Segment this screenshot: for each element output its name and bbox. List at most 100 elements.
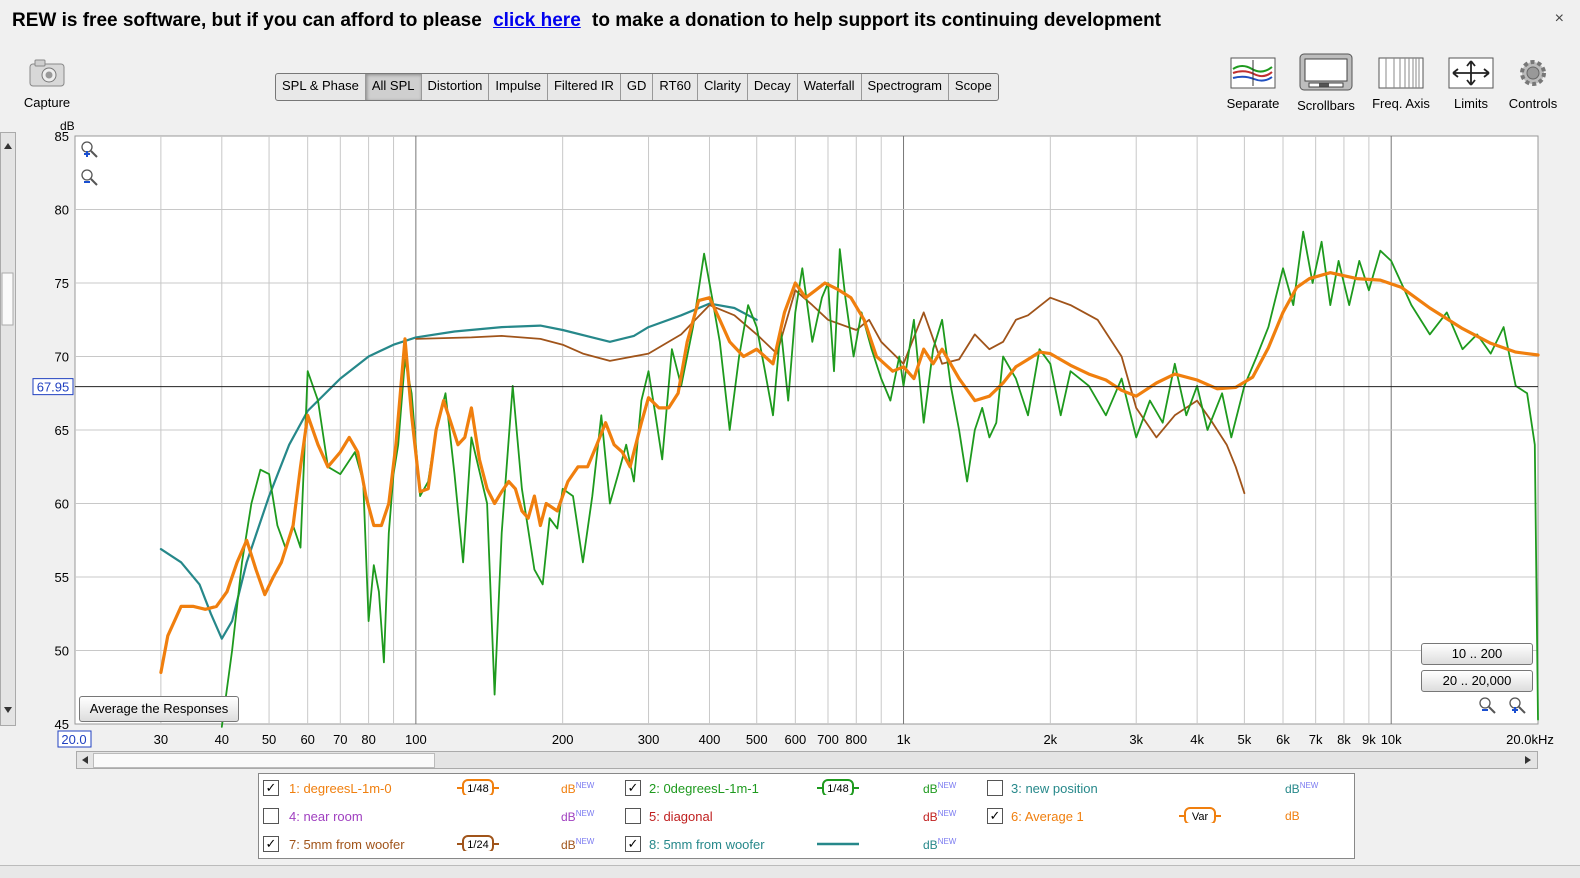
y-tick-label: 85 [55,129,69,144]
legend-unit-text: dB [923,838,938,852]
legend-new-tag: NEW [937,781,957,790]
x-tick-label: 7k [1309,732,1323,747]
legend-label[interactable]: 1: degreesL-1m-0 [289,781,392,796]
legend-smoothing-text: Var [1192,811,1209,823]
legend-label[interactable]: 2: 0degreesL-1m-1 [649,781,759,796]
legend-checkbox[interactable]: ✓ [263,780,279,796]
banner-text: REW is free software, but if you can aff… [12,10,1161,32]
legend-unit-text: dB [561,810,576,824]
legend-smoothing-badge[interactable]: 1/48 [815,779,861,795]
zoom-out-vertical-icon[interactable] [81,169,98,186]
tab-distortion[interactable]: Distortion [422,74,490,100]
y-tick-label: 80 [55,203,69,218]
y-tick-label: 50 [55,644,69,659]
x-tick-label: 20.0kHz [1506,732,1554,747]
x-tick-label: 5k [1238,732,1252,747]
legend-new-tag: NEW [937,809,957,818]
legend-unit: dBNEW [561,781,594,796]
x-tick-label: 500 [746,732,768,747]
x-tick-label: 80 [361,732,375,747]
tab-waterfall[interactable]: Waterfall [798,74,862,100]
x-tick-label: 300 [638,732,660,747]
legend-unit: dBNEW [923,809,956,824]
x-tick-label: 8k [1337,732,1351,747]
legend-label[interactable]: 6: Average 1 [1011,809,1084,824]
vertical-scroll-thumb [1,272,14,326]
y-tick-label: 75 [55,276,69,291]
range-10-200-button[interactable]: 10 .. 200 [1421,643,1533,665]
legend-checkbox[interactable]: ✓ [263,836,279,852]
legend-unit-text: dB [923,810,938,824]
horizontal-scrollbar[interactable] [76,751,1538,769]
limits-button[interactable]: Limits [1446,57,1496,111]
x-tick-label: 50 [262,732,276,747]
legend-unit-text: dB [561,838,576,852]
x-tick-label: 9k [1362,732,1376,747]
legend-new-tag: NEW [937,837,957,846]
tab-decay[interactable]: Decay [748,74,798,100]
y-tick-label: 55 [55,570,69,585]
tab-impulse[interactable]: Impulse [489,74,548,100]
legend-smoothing-badge[interactable]: 1/48 [455,779,501,795]
close-icon[interactable]: × [1554,10,1564,27]
capture-button[interactable]: Capture [18,58,76,110]
freq-axis-button[interactable]: Freq. Axis [1368,57,1434,111]
legend-checkbox[interactable]: ✓ [625,836,641,852]
scrollbars-label: Scrollbars [1297,98,1355,113]
legend-line-swatch[interactable] [815,835,861,851]
x-tick-label: 4k [1190,732,1204,747]
legend-unit: dBNEW [561,809,594,824]
tab-scope[interactable]: Scope [954,78,992,93]
vertical-scrollbar[interactable] [0,132,16,726]
legend-checkbox[interactable]: ✓ [625,780,641,796]
series-line-4 [159,271,1540,675]
limits-label: Limits [1454,96,1488,111]
legend-checkbox[interactable] [987,780,1003,796]
legend-label[interactable]: 4: near room [289,809,363,824]
tab-spl-phase[interactable]: SPL & Phase [276,74,366,100]
scrollbars-button[interactable]: Scrollbars [1294,53,1358,113]
tab-all-spl[interactable]: All SPL [365,74,422,100]
freq-axis-icon [1378,57,1424,89]
legend-checkbox[interactable] [625,808,641,824]
tab-spectrogram[interactable]: Spectrogram [862,74,949,100]
x-tick-label: 60 [300,732,314,747]
legend-unit-text: dB [1285,782,1300,796]
zoom-in-vertical-icon[interactable] [81,141,98,158]
gear-icon [1520,60,1546,86]
tab-gd[interactable]: GD [621,74,654,100]
donate-link[interactable]: click here [493,10,581,31]
legend-new-tag: NEW [1299,781,1319,790]
separate-label: Separate [1226,96,1280,111]
separate-button[interactable]: Separate [1224,57,1282,111]
range-20-20000-button[interactable]: 20 .. 20,000 [1421,670,1533,692]
tab-clarity[interactable]: Clarity [698,74,748,100]
y-tick-label: 45 [55,717,69,732]
scroll-left-icon [82,756,88,764]
scroll-up-icon [4,143,12,149]
tab-rt60[interactable]: RT60 [653,74,698,100]
zoom-out-horizontal-icon[interactable] [1479,697,1496,714]
legend-new-tag: NEW [575,781,595,790]
legend-unit-text: dB [923,782,938,796]
x-tick-label: 100 [405,732,427,747]
legend-smoothing-badge[interactable]: Var [1177,807,1223,823]
spl-chart[interactable]: 85 80 75 70 65 60 55 50 45 dB 30 40 50 60 70 80 100 200 30… [0,110,1580,755]
legend-label[interactable]: 3: new position [1011,781,1098,796]
controls-button[interactable]: Controls [1506,57,1560,111]
horizontal-scroll-thumb[interactable] [93,753,435,768]
legend-new-tag: NEW [575,837,595,846]
x-tick-label: 3k [1129,732,1143,747]
x-tick-label: 2k [1043,732,1057,747]
tab-filtered-ir[interactable]: Filtered IR [548,74,621,100]
status-bar [0,865,1580,878]
legend-checkbox[interactable] [263,808,279,824]
legend-checkbox[interactable]: ✓ [987,808,1003,824]
legend-label[interactable]: 8: 5mm from woofer [649,837,765,852]
average-responses-button[interactable]: Average the Responses [79,696,239,722]
zoom-in-horizontal-icon[interactable] [1509,697,1526,714]
legend-unit: dBNEW [923,837,956,852]
legend-smoothing-badge[interactable]: 1/24 [455,835,501,851]
legend-label[interactable]: 7: 5mm from woofer [289,837,405,852]
legend-label[interactable]: 5: diagonal [649,809,713,824]
